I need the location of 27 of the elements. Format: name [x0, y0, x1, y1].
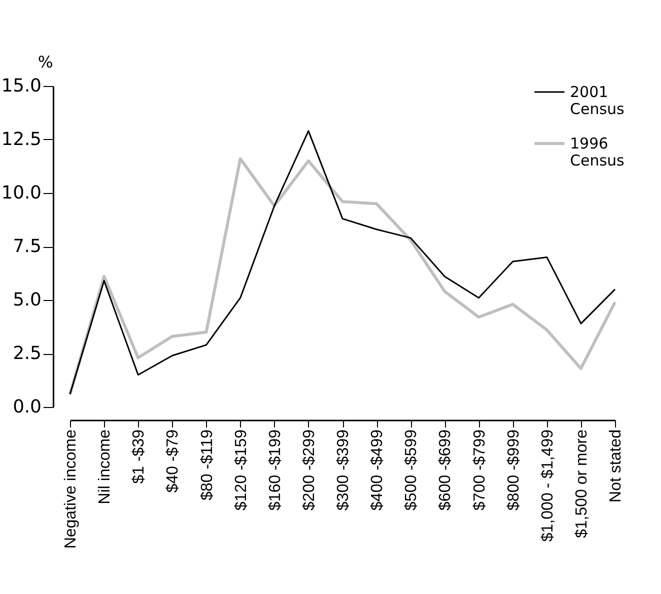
y-tick-label: 15.0 [1, 76, 42, 96]
x-tick-label: $200 -$299 [300, 429, 318, 510]
y-axis-title: % [38, 52, 54, 72]
x-tick-label: $120 -$159 [232, 429, 250, 510]
y-tick-label: 10.0 [1, 182, 42, 204]
x-tick-label: $600 -$699 [437, 429, 454, 510]
x-tick-label: Nil income [96, 429, 114, 504]
x-tick-label: $1,500 or more [573, 429, 590, 538]
y-tick-label: 0.0 [12, 396, 42, 418]
x-tick-label: $160 -$199 [266, 429, 284, 510]
x-tick-label: $300 -$399 [335, 429, 352, 510]
x-tick-label: $700 -$799 [471, 429, 488, 510]
x-tick-label: $1 -$39 [130, 429, 148, 484]
x-tick-label: Not stated [608, 430, 624, 502]
x-tick-label: $500 -$599 [403, 429, 420, 510]
y-tick-label: 12.5 [1, 129, 42, 150]
y-tick-label: 5.0 [12, 290, 42, 310]
legend-label: 1996 Census [570, 134, 625, 170]
x-tick-label: Negative income [62, 429, 80, 549]
x-tick-label: $400 -$499 [369, 429, 386, 510]
y-tick-label: 7.5 [12, 236, 42, 257]
x-tick-label: $80 -$119 [198, 429, 216, 500]
x-tick-label: $40 -$79 [164, 429, 182, 493]
legend-label: 2001 Census [570, 83, 625, 118]
x-tick-label: $1,000 - $1,499 [539, 429, 556, 542]
y-tick-label: 2.5 [12, 343, 42, 364]
x-tick-label: $800 -$999 [505, 429, 522, 510]
